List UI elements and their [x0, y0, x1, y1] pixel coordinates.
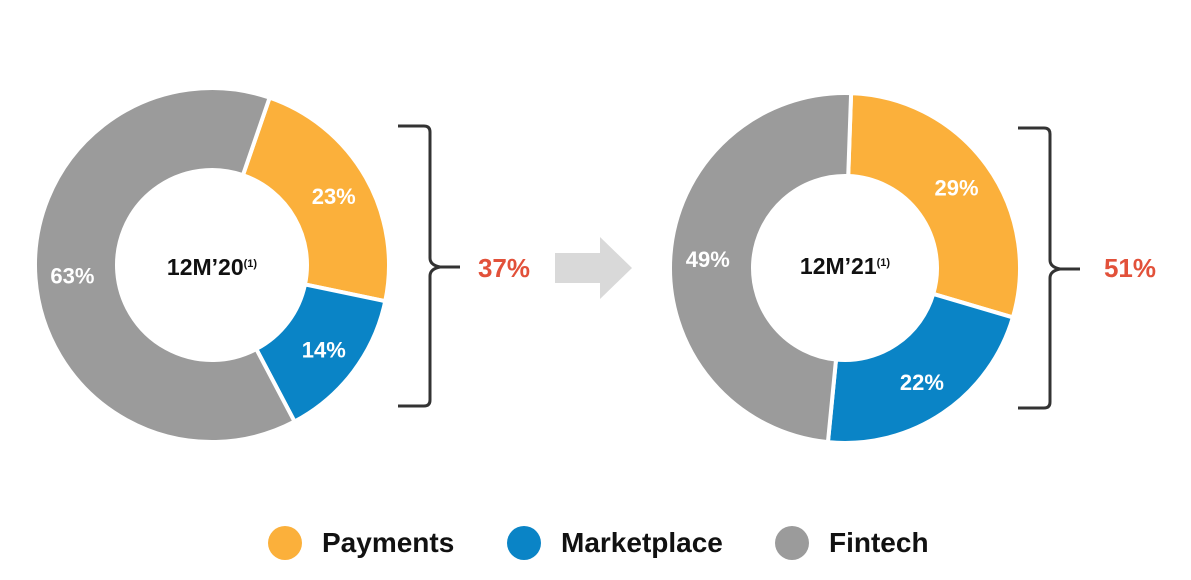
- slice-fintech: [33, 86, 297, 444]
- slice-label-payments: 29%: [934, 176, 978, 201]
- legend-swatch-payments: [268, 526, 302, 560]
- transition-arrow-icon: [555, 237, 632, 299]
- donut-chart-12m21: 29% 22% 49% 12M’21(1): [668, 91, 1022, 445]
- legend-label-marketplace: Marketplace: [561, 527, 723, 558]
- center-label-text: 12M’20: [167, 254, 244, 280]
- slice-labels: 23% 14% 63%: [50, 184, 355, 362]
- legend: Payments Marketplace Fintech: [0, 518, 1191, 568]
- slice-labels: 29% 22% 49%: [686, 176, 979, 395]
- center-label-footnote: (1): [877, 257, 891, 269]
- slice-label-marketplace: 14%: [302, 337, 346, 362]
- legend-swatch-fintech: [775, 526, 809, 560]
- bracket-total-12m21: 51%: [1104, 253, 1156, 283]
- slice-label-fintech: 63%: [50, 264, 94, 289]
- bracket-right: [1018, 126, 1080, 410]
- center-label-text: 12M’21: [800, 253, 877, 279]
- bracket-total-12m20: 37%: [478, 253, 530, 283]
- slice-marketplace: [825, 291, 1015, 445]
- legend-item-marketplace: Marketplace: [507, 518, 723, 568]
- legend-item-fintech: Fintech: [775, 518, 929, 568]
- bracket-left: [398, 124, 460, 408]
- center-label-footnote: (1): [244, 258, 258, 270]
- slice-fintech: [668, 91, 854, 445]
- center-label: 12M’20(1): [167, 254, 257, 280]
- slice-payments: [240, 95, 391, 304]
- slice-label-marketplace: 22%: [900, 370, 944, 395]
- slice-label-fintech: 49%: [686, 247, 730, 272]
- slice-payments: [846, 91, 1022, 320]
- donut-slices: [33, 86, 391, 444]
- donut-slices: [668, 91, 1022, 445]
- donut-chart-12m20: 23% 14% 63% 12M’20(1): [33, 86, 391, 444]
- legend-label-payments: Payments: [322, 527, 455, 558]
- slice-label-payments: 23%: [312, 184, 356, 209]
- legend-swatch-marketplace: [507, 526, 541, 560]
- legend-label-fintech: Fintech: [829, 527, 929, 558]
- center-label: 12M’21(1): [800, 253, 890, 279]
- legend-item-payments: Payments: [268, 518, 454, 568]
